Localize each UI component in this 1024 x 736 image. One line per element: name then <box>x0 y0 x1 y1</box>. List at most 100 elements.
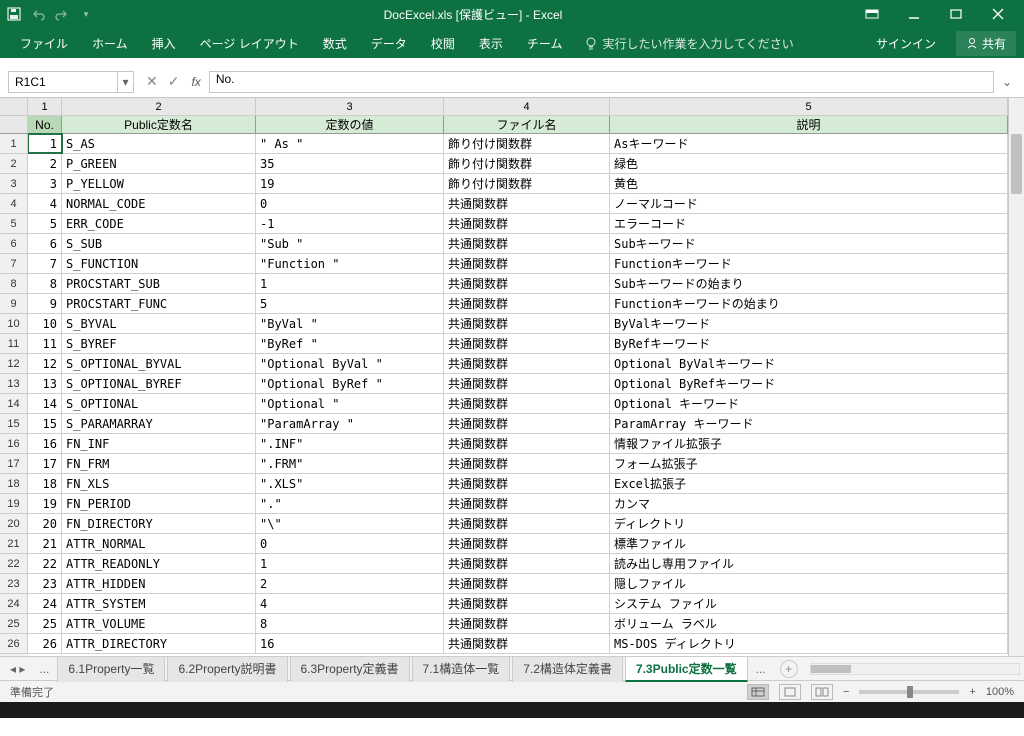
row-header[interactable]: 16 <box>0 434 28 454</box>
cell[interactable]: ParamArray キーワード <box>610 414 1008 433</box>
cell[interactable]: フォーム拡張子 <box>610 454 1008 473</box>
cell[interactable]: 16 <box>28 434 62 453</box>
redo-icon[interactable] <box>54 6 70 22</box>
sheet-tab[interactable]: 7.3Public定数一覧 <box>625 656 748 682</box>
cell[interactable]: S_SUB <box>62 234 256 253</box>
cell[interactable]: カンマ <box>610 494 1008 513</box>
signin-link[interactable]: サインイン <box>866 31 946 56</box>
cell[interactable]: 共通関数群 <box>444 514 610 533</box>
cell[interactable]: 7 <box>28 254 62 273</box>
cell[interactable]: エラーコード <box>610 214 1008 233</box>
cell[interactable]: ".INF" <box>256 434 444 453</box>
cell[interactable]: P_GREEN <box>62 154 256 173</box>
zoom-out-button[interactable]: − <box>843 686 849 698</box>
cell[interactable]: 0 <box>256 194 444 213</box>
cell[interactable]: ATTR_DIRECTORY <box>62 634 256 653</box>
cell[interactable]: 飾り付け関数群 <box>444 134 610 153</box>
cell[interactable]: 2 <box>28 154 62 173</box>
cell[interactable]: ATTR_HIDDEN <box>62 574 256 593</box>
zoom-slider[interactable] <box>859 690 959 694</box>
row-header[interactable]: 4 <box>0 194 28 214</box>
cell[interactable]: 共通関数群 <box>444 494 610 513</box>
row-header[interactable]: 2 <box>0 154 28 174</box>
ribbon-tab-6[interactable]: 校閲 <box>419 29 467 58</box>
cell[interactable]: 9 <box>28 294 62 313</box>
row-header[interactable]: 8 <box>0 274 28 294</box>
cell[interactable]: 1 <box>256 554 444 573</box>
cell[interactable]: 22 <box>28 554 62 573</box>
cell[interactable]: ディレクトリ <box>610 514 1008 533</box>
cell[interactable]: 共通関数群 <box>444 434 610 453</box>
row-header[interactable]: 3 <box>0 174 28 194</box>
row-header[interactable]: 13 <box>0 374 28 394</box>
cell[interactable]: 共通関数群 <box>444 574 610 593</box>
fx-icon[interactable]: fx <box>191 75 200 89</box>
cell[interactable]: 共通関数群 <box>444 634 610 653</box>
hscroll-thumb[interactable] <box>811 665 851 673</box>
ribbon-tab-0[interactable]: ファイル <box>8 29 80 58</box>
view-pagebreak-button[interactable] <box>811 684 833 700</box>
cell[interactable]: 1 <box>256 274 444 293</box>
col-header[interactable]: 説明 <box>610 116 1008 133</box>
col-header-num[interactable]: 4 <box>444 98 610 115</box>
cell[interactable]: 16 <box>256 634 444 653</box>
cell[interactable]: 共通関数群 <box>444 594 610 613</box>
ribbon-tab-8[interactable]: チーム <box>515 29 575 58</box>
row-header[interactable]: 7 <box>0 254 28 274</box>
cell[interactable]: 共通関数群 <box>444 474 610 493</box>
cell[interactable]: "ByRef " <box>256 334 444 353</box>
cell[interactable]: 6 <box>28 234 62 253</box>
cell[interactable]: PROCSTART_FUNC <box>62 294 256 313</box>
cell[interactable]: 4 <box>28 194 62 213</box>
cell[interactable]: Optional ByRefキーワード <box>610 374 1008 393</box>
sheet-first[interactable]: ... <box>33 662 55 676</box>
cell[interactable]: 共通関数群 <box>444 534 610 553</box>
cell[interactable]: 35 <box>256 154 444 173</box>
cell[interactable]: Excel拡張子 <box>610 474 1008 493</box>
formula-input[interactable]: No. <box>209 71 994 93</box>
ribbon-tab-5[interactable]: データ <box>359 29 419 58</box>
cell[interactable]: ノーマルコード <box>610 194 1008 213</box>
ribbon-tab-7[interactable]: 表示 <box>467 29 515 58</box>
cell[interactable]: " As " <box>256 134 444 153</box>
cell[interactable]: "." <box>256 494 444 513</box>
cell[interactable]: 共通関数群 <box>444 374 610 393</box>
undo-icon[interactable] <box>30 6 46 22</box>
row-header[interactable]: 12 <box>0 354 28 374</box>
row-header[interactable]: 5 <box>0 214 28 234</box>
cell[interactable]: 飾り付け関数群 <box>444 154 610 173</box>
cell[interactable]: 19 <box>256 174 444 193</box>
col-header-num[interactable]: 2 <box>62 98 256 115</box>
save-icon[interactable] <box>6 6 22 22</box>
cell[interactable]: NORMAL_CODE <box>62 194 256 213</box>
cell[interactable]: ATTR_READONLY <box>62 554 256 573</box>
row-header[interactable]: 20 <box>0 514 28 534</box>
cell[interactable]: "Function " <box>256 254 444 273</box>
cell[interactable]: 共通関数群 <box>444 274 610 293</box>
sheet-tab[interactable]: 6.1Property一覧 <box>57 656 165 682</box>
cell[interactable]: 共通関数群 <box>444 394 610 413</box>
cell[interactable]: S_FUNCTION <box>62 254 256 273</box>
cell[interactable]: 21 <box>28 534 62 553</box>
cell[interactable]: Optional キーワード <box>610 394 1008 413</box>
row-header[interactable]: 10 <box>0 314 28 334</box>
cell[interactable]: 共通関数群 <box>444 194 610 213</box>
cell[interactable]: 13 <box>28 374 62 393</box>
cell[interactable]: FN_PERIOD <box>62 494 256 513</box>
cell[interactable]: 25 <box>28 614 62 633</box>
cell[interactable]: S_OPTIONAL_BYVAL <box>62 354 256 373</box>
ribbon-tab-1[interactable]: ホーム <box>80 29 140 58</box>
cell[interactable]: ".FRM" <box>256 454 444 473</box>
select-all-corner[interactable] <box>0 98 28 116</box>
cell[interactable]: "Optional ByVal " <box>256 354 444 373</box>
name-box[interactable]: R1C1 <box>8 71 118 93</box>
cell[interactable]: 共通関数群 <box>444 314 610 333</box>
cell[interactable]: ERR_CODE <box>62 214 256 233</box>
cell[interactable]: 18 <box>28 474 62 493</box>
cell[interactable]: FN_XLS <box>62 474 256 493</box>
col-header-num[interactable]: 5 <box>610 98 1008 115</box>
cell[interactable]: 15 <box>28 414 62 433</box>
cell[interactable]: ボリューム ラベル <box>610 614 1008 633</box>
scroll-thumb[interactable] <box>1011 134 1022 194</box>
cell[interactable]: 11 <box>28 334 62 353</box>
